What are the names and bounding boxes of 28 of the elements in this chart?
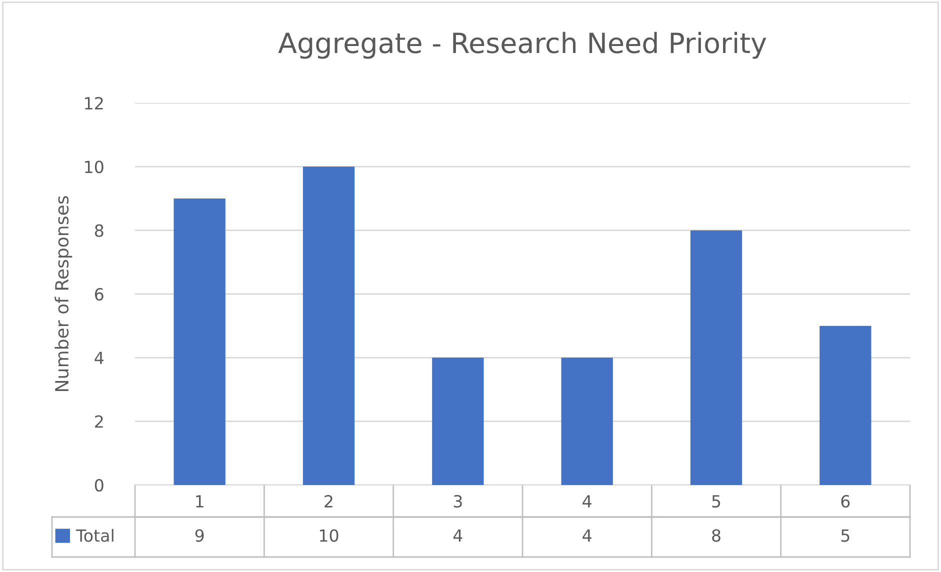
bar [561, 358, 613, 485]
x-tick-label: 3 [454, 495, 462, 508]
y-axis-title: Number of Responses [54, 196, 72, 391]
x-tick-label: 5 [712, 495, 720, 508]
y-tick-label: 8 [94, 224, 104, 237]
y-tick-label: 12 [85, 96, 103, 110]
bar [174, 198, 226, 485]
data-label: 9 [195, 529, 204, 542]
bar [690, 230, 742, 485]
x-tick-label: 2 [324, 495, 332, 508]
data-label: 10 [320, 529, 338, 542]
bar [302, 166, 355, 485]
chart-title: Aggregate - Research Need Priority [278, 32, 766, 59]
y-tick-label: 6 [95, 288, 104, 301]
y-tick-label: 10 [85, 160, 104, 174]
bar [432, 358, 484, 485]
data-label: 5 [841, 529, 850, 542]
x-tick-label: 6 [841, 495, 850, 508]
x-tick-label: 1 [196, 495, 204, 508]
y-tick-label: 0 [94, 478, 104, 492]
y-tick-label: 2 [95, 415, 103, 428]
y-tick-label: 4 [94, 352, 104, 364]
legend-label: Total [76, 528, 114, 542]
data-label: 4 [453, 529, 462, 542]
data-label: 8 [712, 529, 720, 542]
data-label: 4 [582, 529, 592, 542]
x-tick-label: 4 [582, 495, 592, 508]
bar [820, 326, 872, 485]
